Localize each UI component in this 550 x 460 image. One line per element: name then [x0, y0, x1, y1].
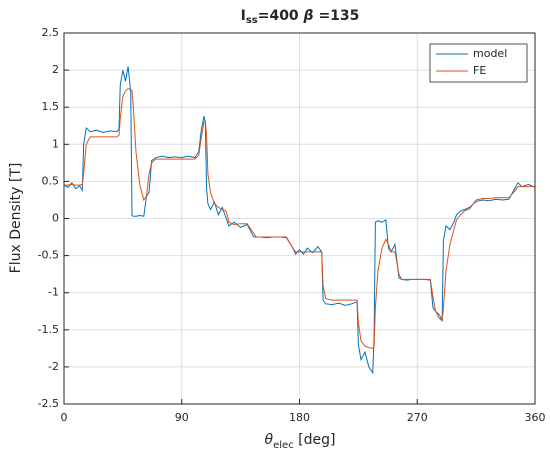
legend-box [429, 43, 528, 83]
y-tick-label: 2 [52, 63, 59, 76]
data-line [63, 66, 536, 375]
y-tick-label: -1 [48, 286, 59, 299]
legend-label: FE [473, 64, 486, 77]
chart-title: Iss=400 β =135 [241, 8, 360, 26]
axes-box [63, 32, 536, 405]
title-part: =400 [258, 8, 304, 24]
x-tick-label: 360 [525, 411, 546, 424]
title-part: β [303, 8, 314, 24]
x-tick-label: 270 [407, 411, 428, 424]
title-part: I [241, 8, 246, 24]
y-tick-label: 2.5 [42, 26, 60, 39]
y-tick-label: -0.5 [38, 249, 59, 262]
legend-label: model [473, 47, 507, 60]
y-tick-label: -2 [48, 360, 59, 373]
title-sub: ss [246, 15, 258, 26]
x-tick-label: 90 [175, 411, 189, 424]
xlabel-part: [deg] [294, 432, 336, 448]
y-tick-label: -1.5 [38, 323, 59, 336]
y-axis-label: Flux Density [T] [8, 163, 24, 274]
xlabel-part: θ [265, 432, 274, 448]
y-tick-label: 1.5 [42, 100, 60, 113]
data-line [64, 88, 535, 349]
y-tick-label: 0.5 [42, 174, 60, 187]
y-tick-label: 1 [52, 137, 59, 150]
title-part: =135 [314, 8, 360, 24]
x-tick-label: 180 [289, 411, 310, 424]
y-tick-label: 0 [52, 212, 59, 225]
x-axis-label: θelec [deg] [265, 432, 336, 451]
x-tick-label: 0 [61, 411, 68, 424]
xlabel-sub: elec [273, 440, 294, 451]
y-tick-label: -2.5 [38, 397, 59, 410]
